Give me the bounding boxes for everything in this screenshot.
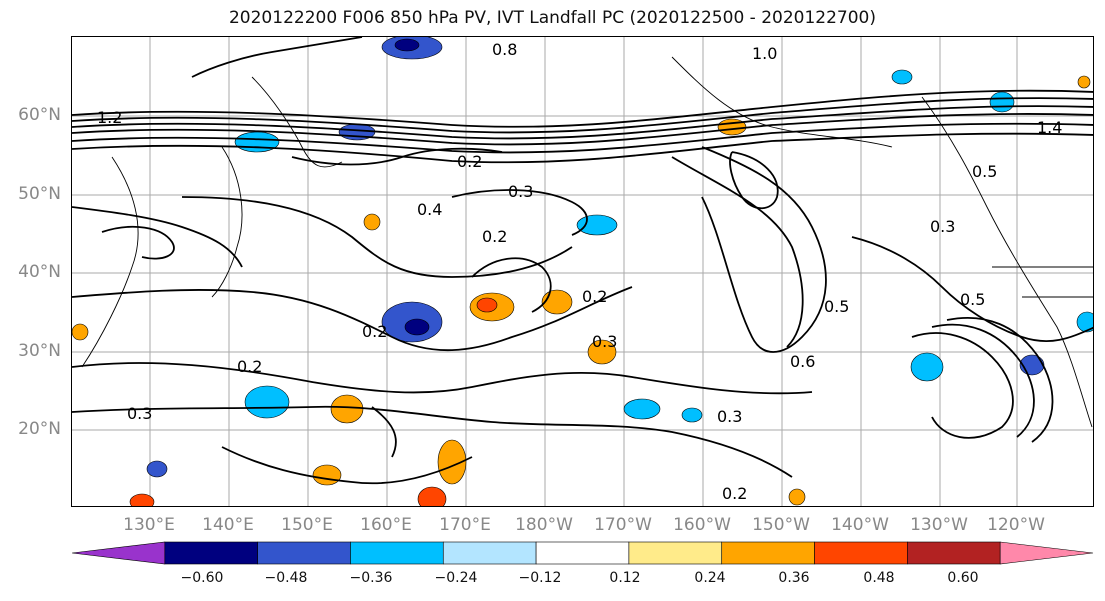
colorbar-segment	[72, 541, 166, 565]
map-title: 2020122200 F006 850 hPa PV, IVT Landfall…	[228, 8, 876, 28]
shade-blob	[363, 213, 381, 231]
shade-blob	[404, 318, 430, 336]
shade-blob	[244, 385, 290, 419]
lon-label-180w: 180°W	[515, 515, 573, 535]
shade-blob	[891, 69, 913, 85]
shade-blob	[910, 352, 944, 382]
lon-label-170e: 170°E	[439, 515, 491, 535]
lat-label-20n: 20°N	[18, 419, 61, 439]
colorbar-tick-label: 0.60	[947, 570, 979, 586]
colorbar-tick-label: −0.48	[264, 570, 308, 586]
lon-label-130w: 130°W	[910, 515, 968, 535]
shade-blob	[623, 398, 661, 420]
contour-label: 1.4	[1037, 118, 1062, 137]
shade-blob	[587, 339, 617, 365]
contour-label: 0.5	[960, 290, 985, 309]
lon-label-150e: 150°E	[281, 515, 333, 535]
colorbar-segment	[442, 541, 537, 565]
contour-label: 0.3	[508, 182, 533, 201]
lat-label-40n: 40°N	[18, 262, 61, 282]
colorbar-tick-label: 0.36	[778, 570, 810, 586]
contour-label: 0.8	[492, 40, 517, 59]
lat-label-30n: 30°N	[18, 341, 61, 361]
contour-label: 0.5	[972, 162, 997, 181]
contour-label: 0.2	[362, 322, 387, 341]
coastlines	[81, 56, 1093, 428]
shade-blob	[576, 214, 618, 236]
colorbar-segment	[164, 541, 258, 565]
shade-blob	[129, 493, 155, 506]
contour-label: 0.3	[592, 332, 617, 351]
lat-label-50n: 50°N	[18, 184, 61, 204]
contour-label: 0.2	[482, 227, 507, 246]
colorbar-segment	[350, 541, 444, 565]
colorbar-segment	[257, 541, 351, 565]
lon-label-130e: 130°E	[123, 515, 175, 535]
map-panel: 0.8 1.0 1.2 1.4 0.2 0.3 0.4 0.5 0.6 0.2 …	[71, 36, 1094, 507]
colorbar-segment	[628, 541, 723, 565]
contour-label: 0.3	[930, 217, 955, 236]
contour-label: 0.3	[127, 404, 152, 423]
contour-label: 1.2	[97, 108, 122, 127]
colorbar-tick-label: −0.60	[180, 570, 224, 586]
lon-label-160w: 160°W	[673, 515, 731, 535]
ivt-contours	[72, 37, 1093, 485]
shade-blob	[1076, 311, 1093, 333]
lon-label-140e: 140°E	[202, 515, 254, 535]
contour-label: 0.2	[582, 287, 607, 306]
lon-label-170w: 170°W	[594, 515, 652, 535]
colorbar-segment	[721, 541, 815, 565]
lon-label-160e: 160°E	[360, 515, 412, 535]
contour-label: 0.5	[824, 297, 849, 316]
contour-label: 0.2	[722, 484, 747, 503]
contour-label: 0.3	[717, 407, 742, 426]
gridlines	[72, 37, 1093, 506]
colorbar-tick-label: 0.12	[609, 570, 641, 586]
shade-blob	[330, 394, 364, 424]
shade-blob	[476, 297, 498, 313]
colorbar-tick-label: −0.36	[349, 570, 393, 586]
shade-blob	[72, 323, 89, 341]
shade-blob	[989, 91, 1015, 113]
pv-shading	[72, 37, 1093, 506]
shade-blob	[681, 407, 703, 423]
lat-label-60n: 60°N	[18, 105, 61, 125]
colorbar-segment	[907, 541, 1001, 565]
shade-blob	[394, 38, 420, 52]
colorbar-tick-label: −0.12	[518, 570, 562, 586]
shade-blob	[788, 488, 806, 506]
lon-label-140w: 140°W	[831, 515, 889, 535]
lon-label-150w: 150°W	[752, 515, 810, 535]
colorbar-tick-label: −0.24	[434, 570, 478, 586]
shade-blob	[146, 460, 168, 478]
colorbar-segment	[535, 541, 630, 565]
shade-blob	[541, 289, 573, 315]
contour-label: 0.2	[237, 357, 262, 376]
shade-blob	[312, 464, 342, 486]
shade-blob	[417, 486, 447, 506]
colorbar	[72, 541, 1094, 565]
lon-label-120w: 120°W	[987, 515, 1045, 535]
colorbar-tick-label: 0.24	[694, 570, 726, 586]
contour-label: 1.0	[752, 44, 777, 63]
colorbar-segment	[999, 541, 1094, 565]
shade-blob	[1077, 75, 1091, 89]
colorbar-segment	[814, 541, 908, 565]
contour-labels: 0.8 1.0 1.2 1.4 0.2 0.3 0.4 0.5 0.6 0.2 …	[97, 40, 1062, 503]
shade-blob	[437, 439, 467, 485]
map-canvas: 0.8 1.0 1.2 1.4 0.2 0.3 0.4 0.5 0.6 0.2 …	[72, 37, 1093, 506]
shade-blob	[234, 131, 280, 153]
colorbar-tick-label: 0.48	[863, 570, 895, 586]
contour-label: 0.6	[790, 352, 815, 371]
contour-label: 0.2	[457, 152, 482, 171]
contour-label: 0.4	[417, 200, 442, 219]
